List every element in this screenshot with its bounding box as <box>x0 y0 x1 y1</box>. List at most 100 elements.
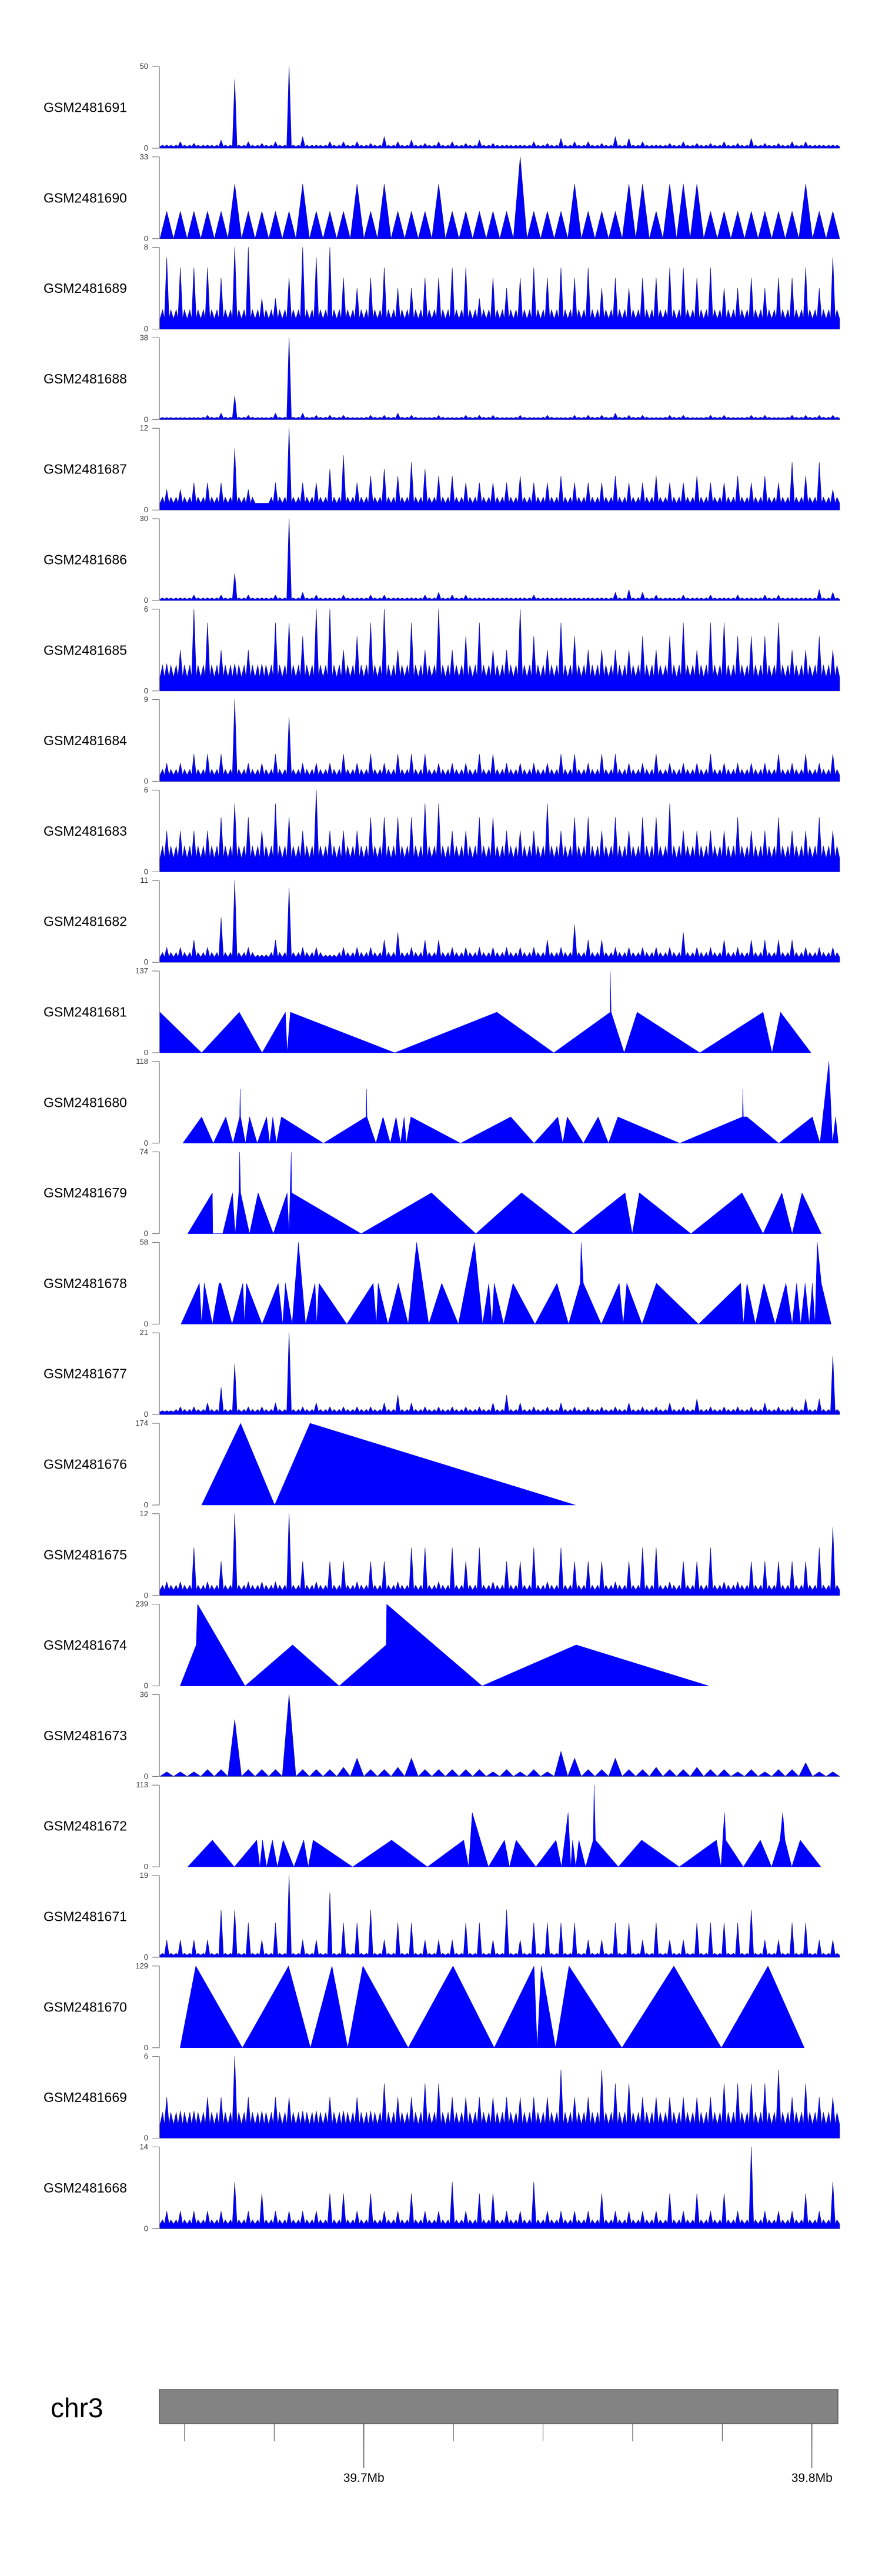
signal-area <box>159 880 840 963</box>
track-GSM2481688: GSM2481688 38 0 <box>44 333 840 423</box>
track-label: GSM2481686 <box>44 552 127 568</box>
signal-area <box>159 2056 840 2138</box>
y-axis-min-label: 0 <box>144 1048 148 1057</box>
track-label: GSM2481672 <box>44 1818 127 1834</box>
track-GSM2481687: GSM2481687 12 0 <box>44 423 840 514</box>
y-axis-max-label: 36 <box>140 1690 148 1699</box>
track-GSM2481672: GSM2481672 113 0 <box>44 1780 821 1871</box>
genome-axis: chr3 39.7Mb 39.8Mb <box>51 2389 838 2485</box>
track-label: GSM2481690 <box>44 190 127 205</box>
y-axis-max-label: 6 <box>144 605 148 613</box>
y-axis-min-label: 0 <box>144 325 148 333</box>
y-axis-max-label: 11 <box>141 876 149 885</box>
y-axis-min-label: 0 <box>144 415 148 423</box>
y-axis-max-label: 6 <box>144 785 148 794</box>
y-axis-max-label: 239 <box>135 1600 148 1609</box>
track-GSM2481686: GSM2481686 30 0 <box>44 514 840 605</box>
y-axis-min-label: 0 <box>144 777 148 786</box>
y-axis-min-label: 0 <box>144 1591 148 1600</box>
track-label: GSM2481669 <box>44 2090 127 2105</box>
y-axis-max-label: 12 <box>140 1509 148 1518</box>
y-axis-max-label: 14 <box>140 2142 148 2151</box>
y-axis-max-label: 129 <box>135 1961 148 1970</box>
y-axis-min-label: 0 <box>144 144 148 152</box>
track-label: GSM2481668 <box>44 2180 127 2195</box>
y-axis-max-label: 137 <box>135 966 148 975</box>
track-GSM2481691: GSM2481691 50 0 <box>44 62 840 152</box>
chromosome-ideogram <box>159 2389 838 2424</box>
track-GSM2481674: GSM2481674 239 0 <box>44 1600 709 1690</box>
track-label: GSM2481670 <box>44 1999 127 2014</box>
signal-area <box>159 428 840 510</box>
genome-axis-tick-label: 39.8Mb <box>791 2471 833 2485</box>
y-axis-max-label: 9 <box>144 695 148 704</box>
signal-area <box>201 1423 576 1506</box>
signal-area <box>159 1513 840 1596</box>
y-axis-min-label: 0 <box>144 1319 148 1328</box>
y-axis-min-label: 0 <box>144 1953 148 1961</box>
y-axis-min-label: 0 <box>144 1139 148 1147</box>
track-label: GSM2481675 <box>44 1547 127 1562</box>
track-label: GSM2481689 <box>44 281 127 296</box>
y-axis-min-label: 0 <box>144 686 148 695</box>
track-GSM2481677: GSM2481677 21 0 <box>44 1328 840 1419</box>
signal-area <box>159 609 840 692</box>
signal-area <box>159 1694 840 1777</box>
track-GSM2481689: GSM2481689 8 0 <box>44 243 840 333</box>
y-axis-min-label: 0 <box>144 1410 148 1419</box>
track-GSM2481676: GSM2481676 174 0 <box>44 1419 576 1509</box>
track-GSM2481683: GSM2481683 6 0 <box>44 785 840 876</box>
y-axis-max-label: 19 <box>140 1871 148 1880</box>
track-label: GSM2481677 <box>44 1366 127 1382</box>
signal-area <box>187 1784 821 1867</box>
y-axis-min-label: 0 <box>144 2043 148 2052</box>
signal-area <box>180 1966 805 2048</box>
track-GSM2481668: GSM2481668 14 0 <box>44 2142 840 2233</box>
signal-area <box>159 156 840 239</box>
y-axis-max-label: 30 <box>140 514 148 523</box>
track-GSM2481680: GSM2481680 118 0 <box>44 1057 838 1147</box>
signal-area <box>187 1152 822 1234</box>
y-axis-min-label: 0 <box>144 2134 148 2143</box>
y-axis-max-label: 58 <box>140 1237 148 1246</box>
y-axis-min-label: 0 <box>144 2224 148 2233</box>
genome-axis-tick-label: 39.7Mb <box>343 2471 385 2485</box>
y-axis-min-label: 0 <box>144 234 148 243</box>
track-GSM2481690: GSM2481690 33 0 <box>44 152 840 243</box>
signal-area <box>159 790 840 872</box>
y-axis-min-label: 0 <box>144 957 148 966</box>
track-GSM2481670: GSM2481670 129 0 <box>44 1961 805 2052</box>
y-axis-max-label: 21 <box>140 1328 148 1337</box>
y-axis-max-label: 174 <box>135 1419 148 1427</box>
y-axis-max-label: 50 <box>140 62 148 71</box>
track-label: GSM2481671 <box>44 1909 127 1924</box>
y-axis-max-label: 33 <box>140 152 148 161</box>
y-axis-min-label: 0 <box>144 1771 148 1780</box>
y-axis-max-label: 38 <box>140 333 148 342</box>
track-label: GSM2481676 <box>44 1457 127 1472</box>
signal-area <box>181 1242 831 1324</box>
y-axis-max-label: 6 <box>144 2052 148 2061</box>
y-axis-max-label: 118 <box>136 1057 148 1066</box>
signal-area <box>159 518 840 601</box>
y-axis-min-label: 0 <box>144 1681 148 1690</box>
track-label: GSM2481691 <box>44 100 127 115</box>
y-axis-max-label: 12 <box>140 423 148 432</box>
signal-area <box>182 1061 838 1144</box>
y-axis-max-label: 74 <box>140 1147 148 1156</box>
track-label: GSM2481687 <box>44 462 127 477</box>
track-GSM2481685: GSM2481685 6 0 <box>44 605 840 695</box>
track-GSM2481671: GSM2481671 19 0 <box>44 1871 840 1961</box>
track-label: GSM2481685 <box>44 642 127 658</box>
track-label: GSM2481683 <box>44 823 127 839</box>
track-GSM2481681: GSM2481681 137 0 <box>44 966 811 1057</box>
signal-area <box>159 338 840 420</box>
y-axis-min-label: 0 <box>144 1229 148 1238</box>
track-GSM2481679: GSM2481679 74 0 <box>44 1147 822 1238</box>
track-label: GSM2481684 <box>44 733 127 748</box>
chromosome-label: chr3 <box>51 2393 103 2423</box>
track-label: GSM2481674 <box>44 1637 127 1653</box>
track-GSM2481682: GSM2481682 11 0 <box>44 876 840 966</box>
signal-area <box>159 970 811 1053</box>
